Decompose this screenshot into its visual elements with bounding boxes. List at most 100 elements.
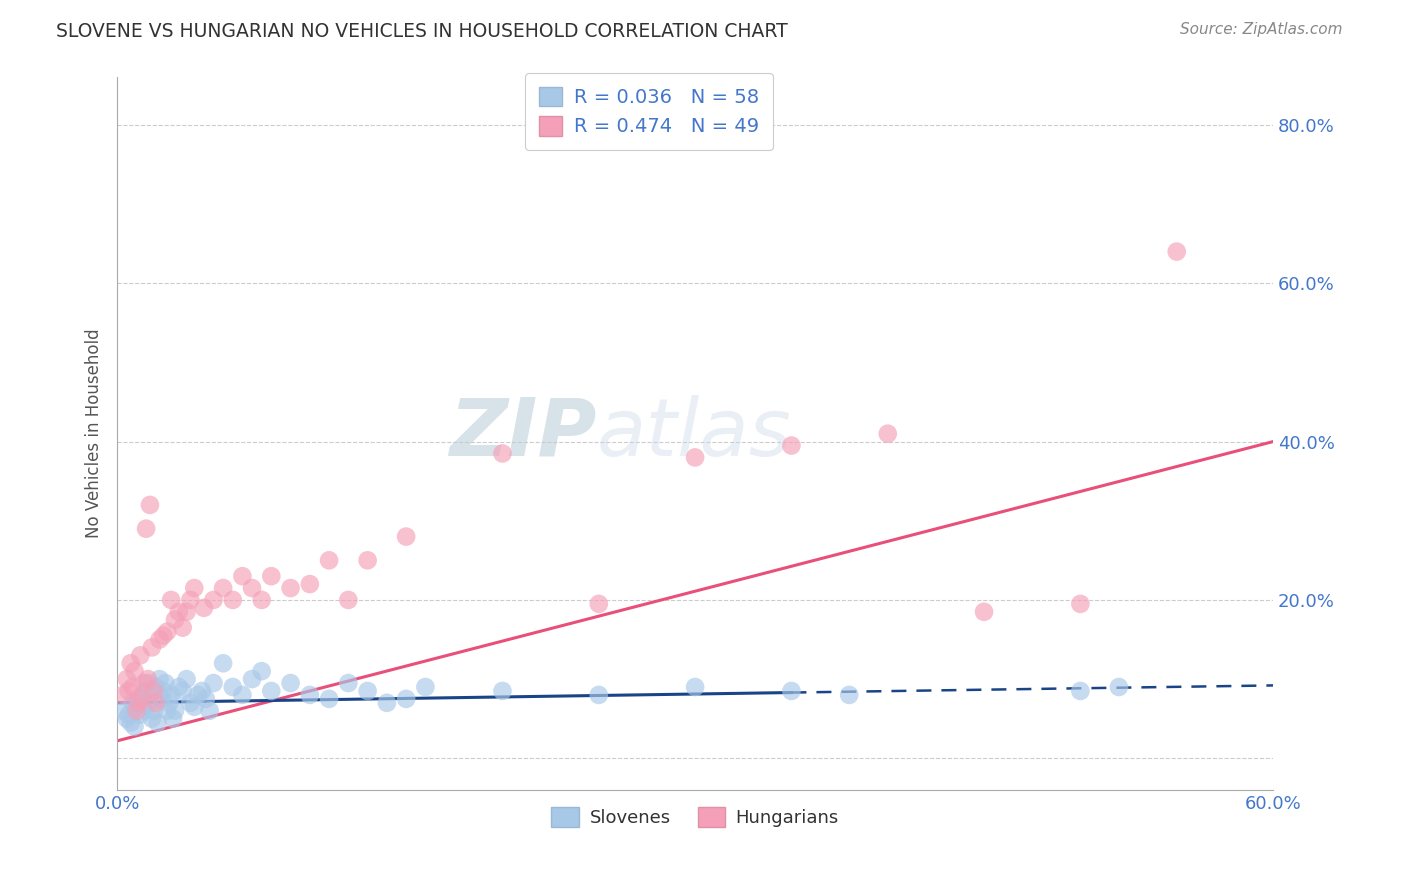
Point (176, 605, 198, 619)
Point (121, 696, 143, 710)
Point (250, 593, 273, 607)
Point (491, 684, 513, 698)
Point (231, 569, 253, 583)
Point (240, 672, 263, 686)
Point (111, 704, 134, 718)
Text: Source: ZipAtlas.com: Source: ZipAtlas.com (1180, 22, 1343, 37)
Point (876, 426, 898, 441)
Point (280, 676, 302, 690)
Point (260, 569, 283, 583)
Text: SLOVENE VS HUNGARIAN NO VEHICLES IN HOUSEHOLD CORRELATION CHART: SLOVENE VS HUNGARIAN NO VEHICLES IN HOUS… (56, 22, 787, 41)
Point (120, 657, 142, 671)
Point (491, 446, 513, 460)
Point (318, 553, 340, 567)
Point (139, 498, 162, 512)
Point (136, 672, 159, 686)
Point (337, 676, 360, 690)
Point (176, 672, 198, 686)
Point (780, 684, 803, 698)
Point (148, 672, 170, 686)
Point (194, 691, 217, 706)
Point (179, 696, 201, 710)
Point (150, 691, 173, 706)
Point (1069, 597, 1091, 611)
Point (115, 672, 138, 686)
Point (124, 720, 146, 734)
Point (260, 684, 283, 698)
Point (129, 648, 152, 663)
Point (155, 676, 177, 690)
Point (212, 657, 235, 671)
Point (146, 715, 169, 730)
Point (202, 676, 225, 690)
Point (356, 553, 378, 567)
Point (115, 712, 138, 726)
Point (148, 632, 170, 647)
Point (145, 680, 167, 694)
Point (1166, 244, 1188, 259)
Point (142, 704, 165, 718)
Point (111, 688, 134, 702)
Point (187, 688, 209, 702)
Point (139, 696, 162, 710)
Point (167, 605, 190, 619)
Point (588, 597, 610, 611)
Point (163, 704, 186, 718)
Point (298, 688, 321, 702)
Point (193, 600, 215, 615)
Point (415, 680, 437, 694)
Point (163, 613, 186, 627)
Point (318, 691, 340, 706)
Point (127, 691, 149, 706)
Y-axis label: No Vehicles in Household: No Vehicles in Household (86, 329, 103, 539)
Point (973, 605, 995, 619)
Point (395, 691, 418, 706)
Point (129, 707, 152, 722)
Point (240, 581, 263, 595)
Point (222, 593, 245, 607)
Point (160, 593, 183, 607)
Point (134, 704, 156, 718)
Point (298, 577, 321, 591)
Point (202, 593, 225, 607)
Point (157, 696, 180, 710)
Point (120, 715, 142, 730)
Point (179, 593, 201, 607)
Point (152, 628, 174, 642)
Point (141, 640, 163, 655)
Point (280, 581, 302, 595)
Point (124, 664, 146, 678)
Point (131, 688, 153, 702)
Legend: Slovenes, Hungarians: Slovenes, Hungarians (544, 800, 846, 834)
Point (135, 522, 157, 536)
Point (141, 712, 163, 726)
Point (395, 530, 418, 544)
Point (375, 696, 398, 710)
Point (231, 688, 253, 702)
Point (172, 684, 194, 698)
Point (121, 680, 143, 694)
Point (683, 680, 706, 694)
Point (588, 688, 610, 702)
Point (1108, 680, 1130, 694)
Point (212, 581, 235, 595)
Point (118, 684, 141, 698)
Point (191, 684, 214, 698)
Point (250, 664, 273, 678)
Point (780, 438, 803, 452)
Point (134, 676, 156, 690)
Point (838, 688, 860, 702)
Point (162, 712, 184, 726)
Point (683, 450, 706, 465)
Point (183, 581, 205, 595)
Point (1069, 684, 1091, 698)
Text: ZIP: ZIP (450, 394, 598, 473)
Point (160, 688, 183, 702)
Point (156, 624, 179, 639)
Point (145, 696, 167, 710)
Point (356, 684, 378, 698)
Text: atlas: atlas (598, 394, 792, 473)
Point (136, 676, 159, 690)
Point (125, 699, 148, 714)
Point (222, 680, 245, 694)
